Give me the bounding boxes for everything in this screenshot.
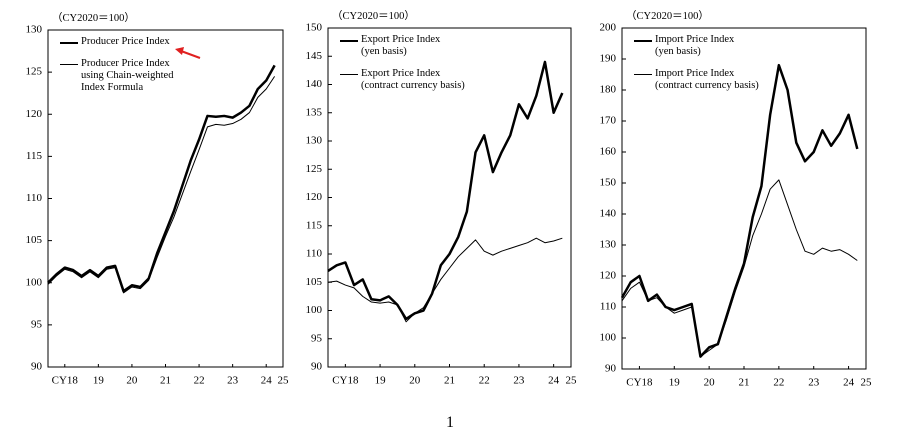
- x-tick-label: 23: [808, 377, 820, 389]
- legend-swatch: [634, 40, 652, 42]
- y-tick-label: 150: [600, 177, 617, 189]
- x-tick-label: 22: [194, 375, 205, 387]
- y-tick-label: 95: [311, 332, 323, 344]
- y-tick-label: 130: [26, 24, 43, 36]
- x-tick-label: 25: [278, 375, 290, 387]
- y-tick-label: 150: [306, 22, 323, 34]
- x-tick-label: 21: [739, 377, 750, 389]
- x-tick-label: 19: [669, 377, 681, 389]
- legend-swatch: [60, 42, 78, 44]
- unit-label: （CY2020＝100）: [52, 13, 135, 24]
- x-tick-label: 21: [444, 375, 455, 387]
- legend: Producer Price Index Producer Price Index…: [60, 36, 173, 94]
- y-tick-label: 110: [306, 248, 323, 260]
- series-line: [47, 64, 276, 293]
- y-tick-label: 90: [311, 361, 323, 373]
- x-tick-label: 25: [566, 375, 578, 387]
- unit-label: （CY2020＝100）: [332, 11, 415, 22]
- legend-label: Import Price Index (contract currency ba…: [655, 68, 759, 91]
- y-tick-label: 120: [306, 191, 323, 203]
- x-tick-label: 21: [160, 375, 171, 387]
- series-line: [327, 60, 564, 321]
- y-tick-label: 100: [26, 276, 43, 288]
- x-tick-label: 20: [409, 375, 421, 387]
- x-tick-label: 19: [93, 375, 105, 387]
- series-line: [621, 179, 858, 358]
- x-tick-label: 20: [704, 377, 716, 389]
- legend-label: Export Price Index (yen basis): [361, 34, 441, 57]
- legend-entry: Import Price Index (contract currency ba…: [634, 68, 759, 92]
- series-line: [327, 237, 563, 323]
- page-number: 1: [446, 414, 454, 431]
- x-tick-label: 23: [227, 375, 239, 387]
- y-tick-label: 105: [306, 276, 323, 288]
- y-tick-label: 90: [605, 363, 617, 375]
- legend-entry: Export Price Index (yen basis): [340, 34, 465, 58]
- y-tick-label: 130: [600, 239, 617, 251]
- x-tick-label: CY18: [52, 375, 79, 387]
- y-tick-label: 115: [26, 150, 43, 162]
- x-tick-label: 20: [126, 375, 138, 387]
- y-tick-label: 135: [306, 106, 323, 118]
- y-tick-label: 110: [26, 192, 43, 204]
- legend-entry: Producer Price Index using Chain-weighte…: [60, 58, 173, 94]
- legend-label: Export Price Index (contract currency ba…: [361, 68, 465, 91]
- x-tick-label: 24: [548, 375, 560, 387]
- y-tick-label: 140: [306, 78, 323, 90]
- legend-entry: Export Price Index (contract currency ba…: [340, 68, 465, 92]
- legend-swatch: [634, 74, 652, 75]
- x-tick-label: 23: [513, 375, 525, 387]
- legend-swatch: [340, 74, 358, 75]
- legend: Import Price Index (yen basis) Import Pri…: [634, 34, 759, 92]
- y-tick-label: 125: [26, 66, 43, 78]
- y-tick-label: 160: [600, 146, 617, 158]
- x-tick-label: CY18: [626, 377, 653, 389]
- y-tick-label: 120: [26, 108, 43, 120]
- x-tick-label: 25: [861, 377, 873, 389]
- y-tick-label: 110: [600, 301, 617, 313]
- legend-entry: Producer Price Index: [60, 36, 173, 48]
- legend-swatch: [60, 64, 78, 65]
- legend: Export Price Index (yen basis) Export Pri…: [340, 34, 465, 92]
- x-tick-label: 24: [843, 377, 855, 389]
- y-tick-label: 95: [31, 318, 43, 330]
- x-tick-label: 22: [773, 377, 784, 389]
- y-tick-label: 130: [306, 135, 323, 147]
- x-tick-label: 24: [261, 375, 273, 387]
- legend-swatch: [340, 40, 358, 42]
- legend-label: Producer Price Index using Chain-weighte…: [81, 58, 174, 93]
- series-line: [47, 76, 276, 294]
- y-tick-label: 105: [26, 234, 43, 246]
- x-tick-label: 22: [479, 375, 490, 387]
- y-tick-label: 180: [600, 84, 617, 96]
- y-tick-label: 170: [600, 115, 617, 127]
- y-tick-label: 140: [600, 208, 617, 220]
- y-tick-label: 90: [31, 361, 43, 373]
- y-tick-label: 200: [600, 22, 617, 34]
- y-tick-label: 120: [600, 270, 617, 282]
- annotation-arrow: [175, 47, 201, 59]
- y-tick-label: 100: [600, 332, 617, 344]
- legend-label: Producer Price Index: [81, 36, 170, 47]
- y-tick-label: 115: [306, 219, 323, 231]
- y-tick-label: 190: [600, 53, 617, 65]
- series-line: [620, 63, 859, 358]
- y-tick-label: 125: [306, 163, 323, 175]
- legend-entry: Import Price Index (yen basis): [634, 34, 759, 58]
- arrow-shaft: [180, 50, 201, 59]
- y-tick-label: 145: [306, 50, 323, 62]
- x-tick-label: 19: [375, 375, 387, 387]
- arrow-head: [175, 47, 184, 55]
- unit-label: （CY2020＝100）: [626, 11, 709, 22]
- legend-label: Import Price Index (yen basis): [655, 34, 735, 57]
- x-tick-label: CY18: [332, 375, 359, 387]
- y-tick-label: 100: [306, 304, 323, 316]
